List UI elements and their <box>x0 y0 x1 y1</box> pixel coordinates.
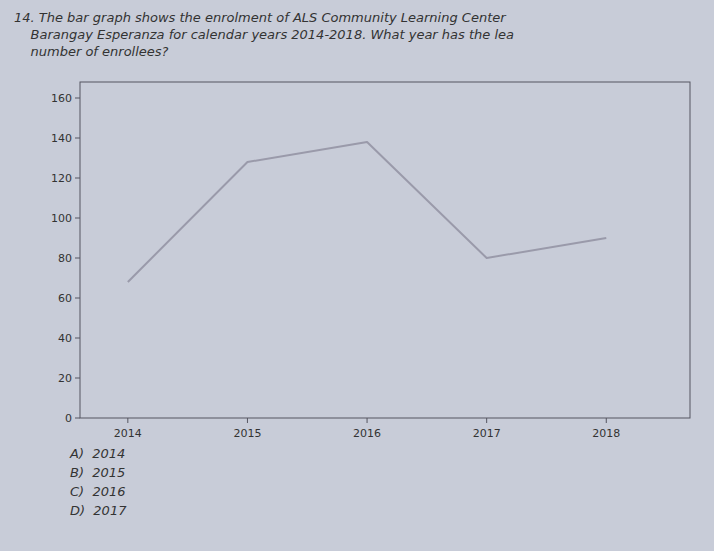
y-tick-label: 40 <box>58 332 72 345</box>
x-tick <box>127 418 128 423</box>
chart-svg: 14. The bar graph shows the enrolment of… <box>0 0 714 551</box>
x-tick-label: 2016 <box>353 427 381 440</box>
y-tick-label: 0 <box>65 412 72 425</box>
y-tick <box>75 98 80 99</box>
x-tick <box>606 418 607 423</box>
y-tick <box>75 378 80 379</box>
y-tick <box>75 418 80 419</box>
x-tick-label: 2014 <box>114 427 142 440</box>
x-tick-label: 2015 <box>233 427 261 440</box>
x-tick-label: 2017 <box>473 427 501 440</box>
y-tick <box>75 338 80 339</box>
y-tick-label: 100 <box>51 212 72 225</box>
y-tick-label: 160 <box>51 92 72 105</box>
plot-frame <box>80 82 690 418</box>
x-tick <box>247 418 248 423</box>
y-tick <box>75 298 80 299</box>
data-line <box>128 142 606 282</box>
y-tick-label: 140 <box>51 132 72 145</box>
y-tick-label: 120 <box>51 172 72 185</box>
title: number of enrollees? <box>14 44 169 59</box>
title: 14. The bar graph shows the enrolment of… <box>14 10 507 25</box>
x-tick <box>486 418 487 423</box>
y-tick-label: 20 <box>58 372 72 385</box>
answer-option: C) 2016 <box>70 484 126 499</box>
y-tick-label: 80 <box>58 252 72 265</box>
answer-option: A) 2014 <box>69 446 125 461</box>
y-tick <box>75 178 80 179</box>
y-tick-label: 60 <box>58 292 72 305</box>
x-tick <box>367 418 368 423</box>
plot-data <box>128 142 606 282</box>
y-tick <box>75 218 80 219</box>
answer-option: D) 2017 <box>70 503 127 518</box>
x-tick-label: 2018 <box>592 427 620 440</box>
y-tick <box>75 138 80 139</box>
answer-option: B) 2015 <box>70 465 125 480</box>
title: Barangay Esperanza for calendar years 20… <box>14 27 514 42</box>
chart-container: 14. The bar graph shows the enrolment of… <box>0 0 714 551</box>
y-tick <box>75 258 80 259</box>
